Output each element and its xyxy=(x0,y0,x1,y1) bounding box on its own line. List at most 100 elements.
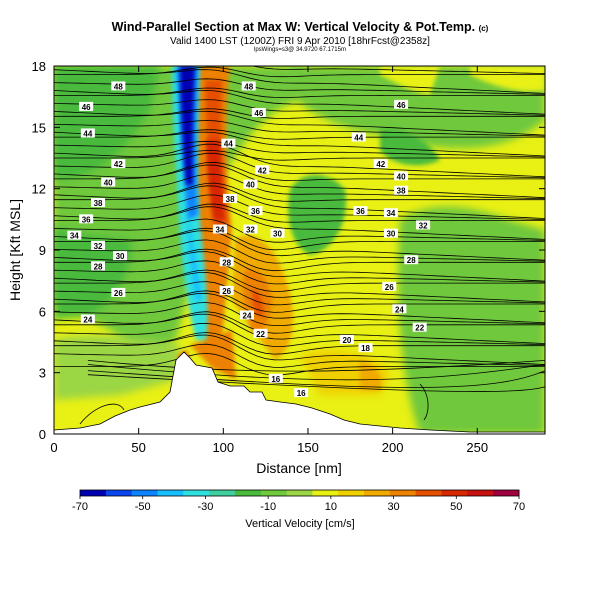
contour-label-text: 28 xyxy=(222,258,231,267)
colorbar-tick-label: 70 xyxy=(513,501,525,513)
contour-label-text: 34 xyxy=(386,209,395,218)
contour-label-text: 36 xyxy=(251,207,260,216)
isentrope-line xyxy=(54,173,545,200)
contour-label-text: 38 xyxy=(94,199,103,208)
contour-label-text: 26 xyxy=(385,283,394,292)
isentrope-line xyxy=(54,203,545,223)
x-axis-label: Distance [nm] xyxy=(256,460,342,476)
colorbar-segment xyxy=(441,490,468,496)
contour-label: 16 xyxy=(268,373,283,384)
plot-area: 4846444240383634323028262448464442403836… xyxy=(54,66,545,434)
contour-label-text: 28 xyxy=(407,256,416,265)
isentrope-line xyxy=(54,161,545,181)
contour-label: 46 xyxy=(79,101,94,112)
contour-label: 38 xyxy=(394,185,409,196)
contour-label: 48 xyxy=(111,81,126,91)
isentrope-line xyxy=(54,271,545,303)
contour-label-text: 40 xyxy=(397,172,406,181)
isentrope-line xyxy=(54,292,545,324)
contour-label-text: 16 xyxy=(297,389,306,398)
orange-terrain-lift xyxy=(190,330,236,380)
contour-label: 20 xyxy=(339,334,354,345)
colorbar-segment xyxy=(312,490,339,496)
y-tick-label: 15 xyxy=(32,120,46,135)
isentrope-line xyxy=(54,108,545,119)
isentrope-line xyxy=(54,218,545,243)
contour-label-text: 48 xyxy=(114,82,123,91)
orange-lower-east-core xyxy=(360,360,382,390)
y-tick-label: 9 xyxy=(39,243,46,258)
contour-label-text: 24 xyxy=(395,305,404,314)
isentrope-line xyxy=(54,302,545,326)
contour-label-text: 42 xyxy=(376,160,385,169)
contour-label-text: 40 xyxy=(104,179,113,188)
colorbar-segment xyxy=(493,490,520,496)
isentrope-line xyxy=(54,152,545,179)
isentrope-line xyxy=(54,239,545,264)
isentrope-line xyxy=(54,131,545,157)
isentrope-line xyxy=(54,66,545,78)
terrain-mask xyxy=(54,351,545,434)
isentrope-line xyxy=(54,89,545,115)
colorbar-segment xyxy=(131,490,158,496)
y-tick-label: 18 xyxy=(32,59,46,74)
contour-label-text: 38 xyxy=(397,187,406,196)
contour-label-text: 34 xyxy=(215,226,224,235)
isentrope-line xyxy=(54,290,545,313)
chart-title-mark: (c) xyxy=(478,24,489,33)
colorbar-tick-label: 30 xyxy=(387,501,399,513)
contour-label: 44 xyxy=(221,138,236,149)
contour-label: 18 xyxy=(358,343,373,353)
contour-label: 34 xyxy=(212,224,227,235)
contour-label-text: 38 xyxy=(226,195,235,204)
contour-label-text: 34 xyxy=(70,232,79,241)
x-tick-label: 150 xyxy=(297,440,319,455)
contour-label: 44 xyxy=(351,132,366,143)
isentrope-line xyxy=(54,281,545,306)
x-tick-label: 50 xyxy=(131,440,145,455)
contour-label: 46 xyxy=(394,99,409,110)
colorbar-segment xyxy=(105,490,133,496)
isentrope-line xyxy=(54,87,545,99)
y-tick-label: 3 xyxy=(39,366,46,381)
colorbar-segment xyxy=(286,490,313,496)
isentrope-line xyxy=(54,311,545,334)
contour-label: 42 xyxy=(373,159,388,169)
contour-label: 40 xyxy=(394,171,409,181)
contour-label: 28 xyxy=(91,261,106,271)
contour-label-text: 44 xyxy=(354,134,363,143)
isentrope-line xyxy=(54,140,545,158)
contour-label-text: 22 xyxy=(256,330,265,339)
contour-label-text: 40 xyxy=(246,181,255,190)
green-cell-upper-east xyxy=(380,129,440,166)
colorbar-segment xyxy=(209,490,236,496)
contour-label: 26 xyxy=(111,287,126,298)
isentrope-line xyxy=(54,352,545,376)
red-cell-core xyxy=(252,289,264,317)
contour-label-text: 32 xyxy=(419,221,428,230)
contour-labels: 4846444240383634323028262448464442403836… xyxy=(67,81,431,398)
x-tick-label: 0 xyxy=(50,440,57,455)
red-plume-max xyxy=(206,140,225,220)
contour-label: 36 xyxy=(79,214,94,224)
chart-subtitle-2: lpsWings=s3@ 34.9720 67.1715m xyxy=(254,47,346,53)
y-tick-label: 0 xyxy=(39,427,46,442)
colorbar-tick-label: 10 xyxy=(325,501,337,513)
contour-label: 42 xyxy=(255,165,270,175)
chart-title-text: Wind-Parallel Section at Max W: Vertical… xyxy=(111,20,476,34)
colorbar-label: Vertical Velocity [cm/s] xyxy=(245,518,354,530)
isentrope-line-lower xyxy=(87,364,545,381)
y-tick-label: 12 xyxy=(32,182,46,197)
colorbar-tick-label: -30 xyxy=(197,501,213,513)
contour-label-text: 32 xyxy=(94,242,103,251)
contour-label-text: 36 xyxy=(356,207,365,216)
colorbar-frame xyxy=(79,489,520,497)
contour-label: 32 xyxy=(416,220,431,230)
contour-label-text: 30 xyxy=(116,252,125,261)
contour-label-text: 46 xyxy=(397,101,406,110)
isentrope-line xyxy=(54,343,545,368)
contour-label: 24 xyxy=(80,314,95,325)
contour-label: 46 xyxy=(251,108,266,118)
contour-label-text: 28 xyxy=(94,262,103,271)
